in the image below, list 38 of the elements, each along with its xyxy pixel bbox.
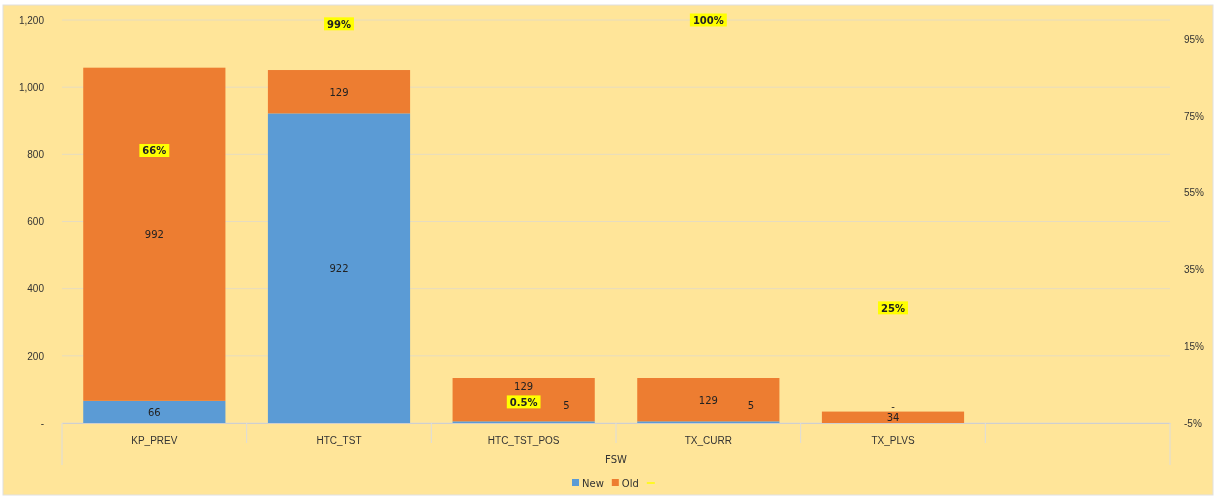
bar bbox=[267, 113, 411, 423]
data-label: 34 bbox=[886, 412, 900, 424]
x-axis-title: FSW bbox=[605, 454, 628, 465]
y-tick-label: 400 bbox=[27, 283, 45, 295]
y2-tick-label: 15% bbox=[1184, 340, 1205, 352]
y-tick-label: 800 bbox=[27, 149, 45, 161]
legend-label: Old bbox=[621, 478, 639, 489]
data-label: 922 bbox=[329, 263, 349, 275]
legend-label: New bbox=[582, 478, 604, 489]
y2-tick-label: 35% bbox=[1184, 264, 1205, 276]
x-tick-label: KP_PREV bbox=[131, 435, 178, 447]
bar bbox=[267, 70, 411, 114]
y-tick-label: 1,200 bbox=[18, 14, 45, 26]
data-label: - bbox=[891, 400, 896, 412]
bar bbox=[637, 378, 780, 422]
bar bbox=[83, 400, 226, 423]
data-label: 5 bbox=[747, 400, 755, 412]
data-label: 129 bbox=[329, 86, 349, 98]
x-tick-label: HTC_TST_POS bbox=[487, 435, 560, 447]
x-tick-label: HTC_TST bbox=[316, 435, 362, 447]
data-label: 5 bbox=[563, 400, 570, 412]
data-label: 129 bbox=[514, 381, 534, 392]
bar bbox=[452, 378, 595, 422]
y-tick-label: 200 bbox=[27, 350, 45, 362]
data-label: 992 bbox=[144, 229, 164, 241]
y2-tick-label: 55% bbox=[1184, 187, 1205, 199]
bar bbox=[821, 411, 965, 423]
y2-tick-label: 95% bbox=[1184, 33, 1205, 45]
x-tick-label: TX_PLVS bbox=[871, 435, 915, 447]
y-tick-label: 600 bbox=[27, 216, 45, 228]
bar bbox=[83, 67, 226, 401]
y2-tick-label: -5% bbox=[1184, 417, 1202, 429]
y2-tick-label: 75% bbox=[1184, 110, 1205, 122]
y-tick-label: - bbox=[40, 417, 44, 429]
data-label: 66 bbox=[147, 406, 161, 418]
data-label: 129 bbox=[698, 394, 718, 406]
x-tick-label: TX_CURR bbox=[684, 435, 732, 447]
y-tick-label: 1,000 bbox=[18, 81, 45, 93]
